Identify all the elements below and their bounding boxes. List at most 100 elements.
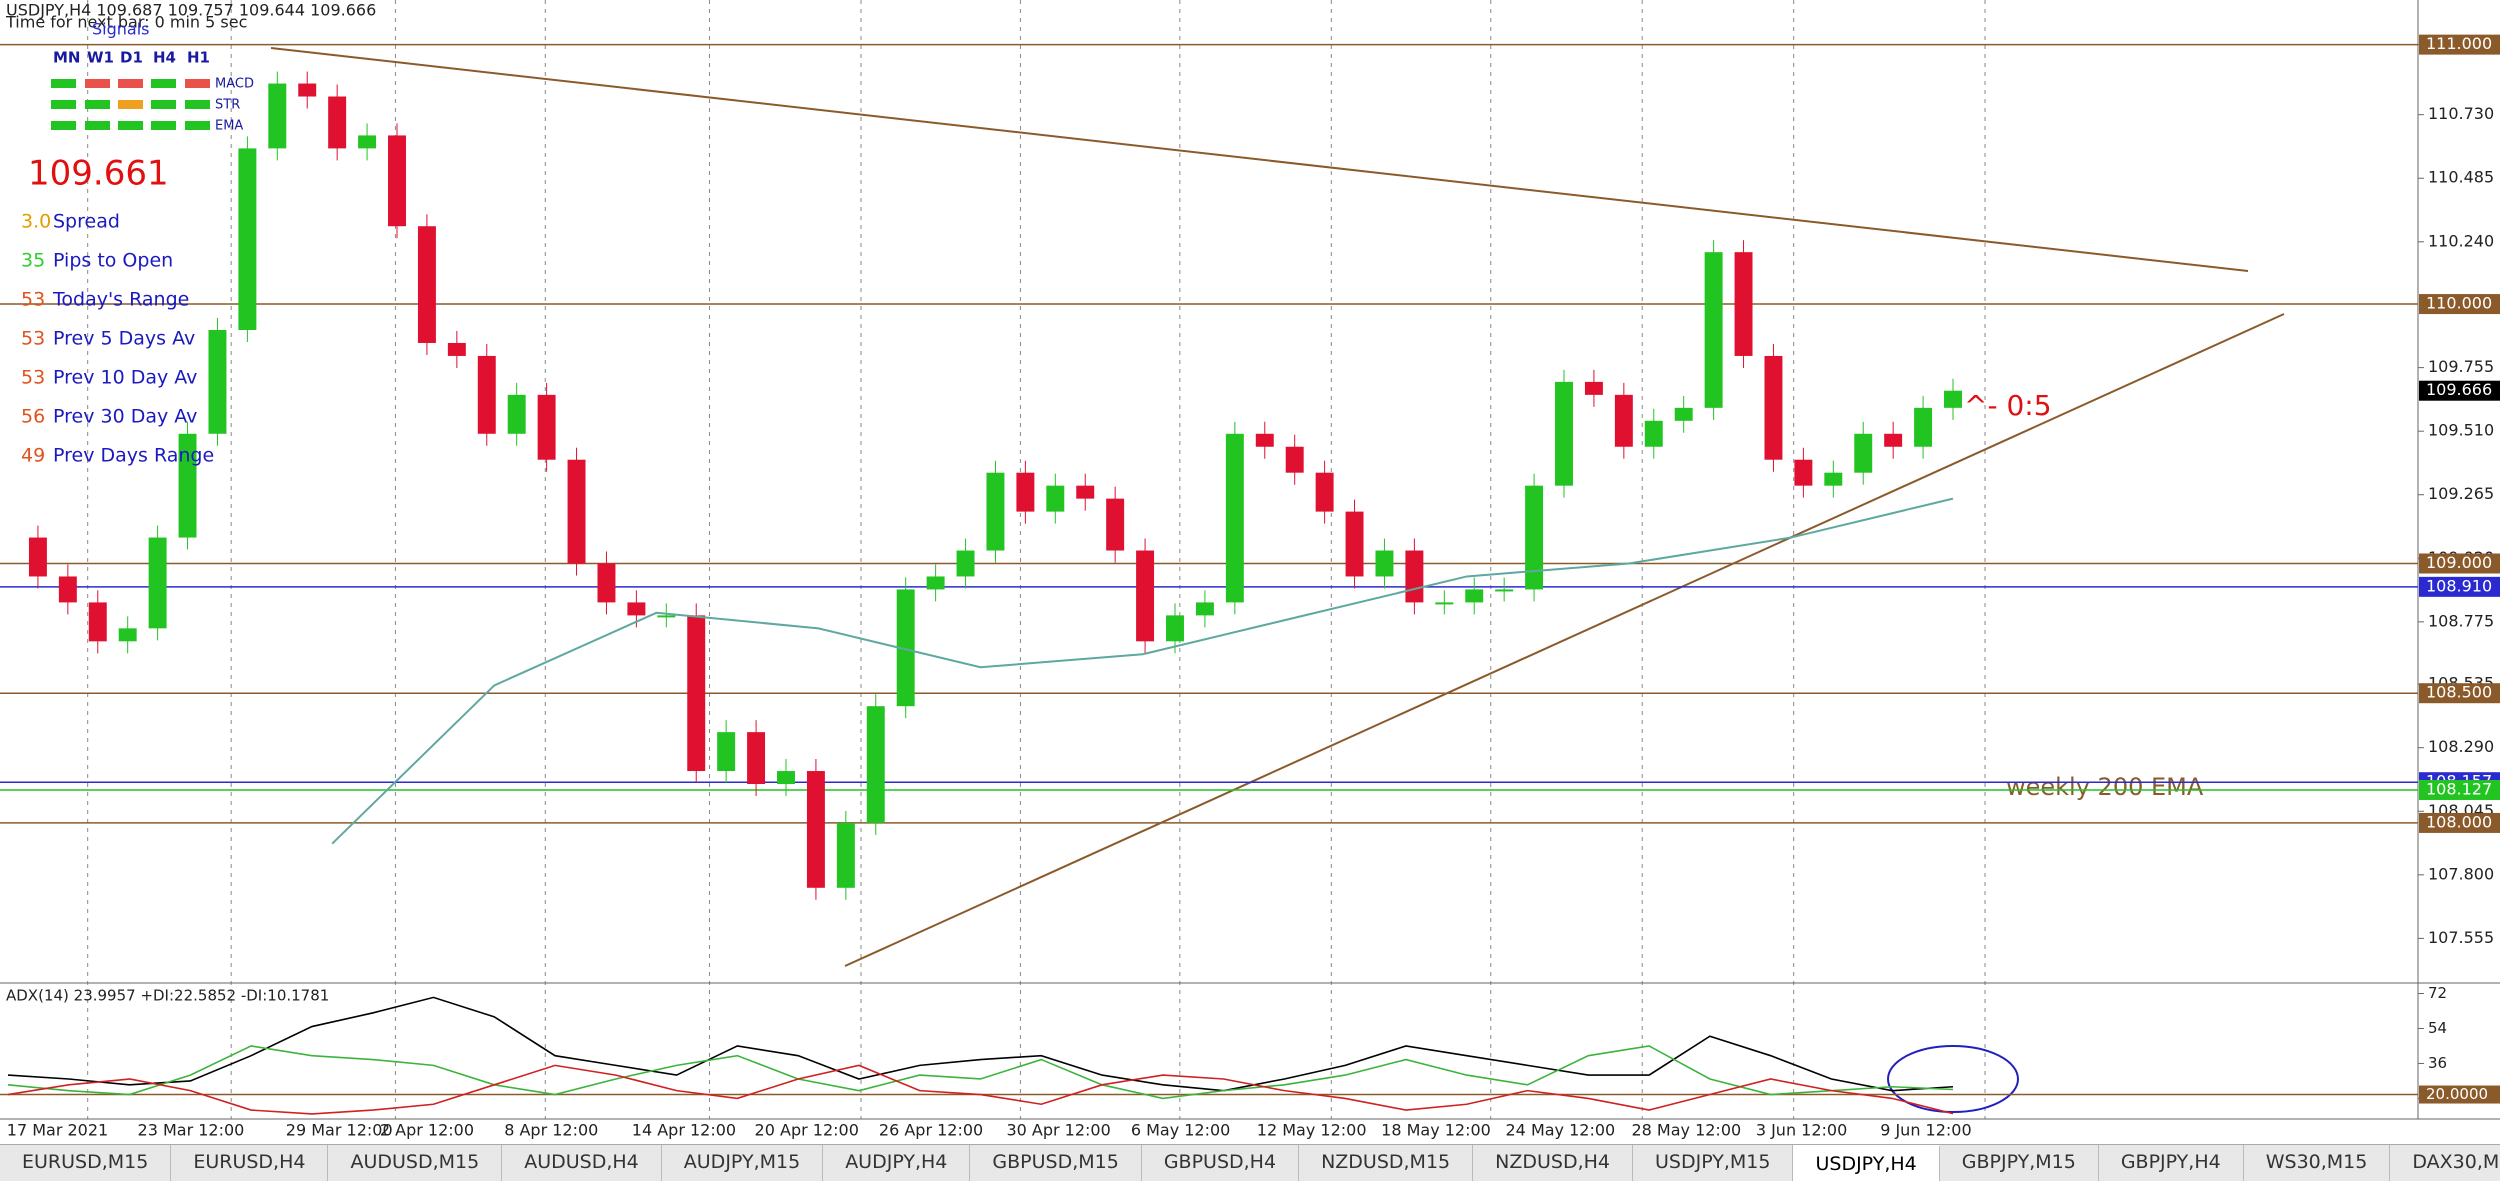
level-label: 111.000 bbox=[2426, 34, 2492, 53]
ema200-line bbox=[331, 497, 1954, 845]
candle-body bbox=[328, 96, 347, 149]
chart-tab[interactable]: GBPUSD,M15 bbox=[970, 1145, 1142, 1181]
adx-title: ADX(14) 23.9957 +DI:22.5852 -DI:10.1781 bbox=[6, 987, 329, 1005]
y-tick-label: 108.775 bbox=[2428, 611, 2494, 630]
level-label: 20.0000 bbox=[2426, 1085, 2488, 1103]
chart-tab[interactable]: GBPUSD,H4 bbox=[1142, 1145, 1300, 1181]
x-tick-label: 29 Mar 12:00 bbox=[286, 1121, 393, 1140]
candle-body bbox=[926, 576, 945, 590]
signal-box bbox=[51, 79, 76, 88]
candle-body bbox=[118, 628, 137, 642]
candle-body bbox=[627, 602, 646, 616]
current-price-box bbox=[2419, 380, 2500, 401]
y-tick-label: 108.290 bbox=[2428, 737, 2494, 756]
x-tick-label: 24 May 12:00 bbox=[1506, 1121, 1616, 1140]
signal-box bbox=[151, 79, 176, 88]
stat-value: 53 bbox=[21, 328, 45, 350]
trendline bbox=[270, 47, 2249, 272]
signal-box bbox=[151, 100, 176, 109]
candle-body bbox=[417, 226, 436, 343]
signal-row-label: MACD bbox=[215, 77, 254, 92]
chart-tab[interactable]: NZDUSD,M15 bbox=[1299, 1145, 1474, 1181]
annotation: weekly 200 EMA bbox=[2006, 773, 2204, 801]
stat-label: Spread bbox=[53, 211, 120, 233]
y-tick-label: 109.755 bbox=[2428, 357, 2494, 376]
candle-body bbox=[447, 342, 466, 356]
stat-label: Prev Days Range bbox=[53, 445, 214, 467]
y-tick-label: 107.800 bbox=[2428, 864, 2494, 883]
x-tick-label: 8 Apr 12:00 bbox=[504, 1121, 598, 1140]
candle-body bbox=[1674, 407, 1693, 421]
chart-tab[interactable]: USDJPY,M15 bbox=[1633, 1145, 1794, 1181]
x-tick-label: 26 Apr 12:00 bbox=[879, 1121, 983, 1140]
x-tick-label: 3 Jun 12:00 bbox=[1756, 1121, 1847, 1140]
candle-body bbox=[1525, 485, 1544, 590]
chart-tab[interactable]: USDJPY,H4 bbox=[1793, 1145, 1940, 1181]
candle-body bbox=[777, 771, 795, 785]
chart-tab[interactable]: WS30,M15 bbox=[2244, 1145, 2391, 1181]
candle-body bbox=[1495, 589, 1514, 592]
chart-tab[interactable]: GBPJPY,H4 bbox=[2099, 1145, 2244, 1181]
candle-body bbox=[1345, 511, 1364, 577]
chart-tab[interactable]: AUDJPY,M15 bbox=[662, 1145, 824, 1181]
candle-body bbox=[1465, 589, 1484, 603]
chart-tab[interactable]: DAX30,M5 bbox=[2390, 1145, 2500, 1181]
candle-body bbox=[956, 550, 975, 577]
candle-body bbox=[1704, 252, 1723, 408]
candle-body bbox=[1584, 381, 1603, 395]
candle-body bbox=[28, 537, 47, 577]
candle-body bbox=[1225, 433, 1244, 603]
signal-box bbox=[85, 121, 110, 130]
indicator-line bbox=[7, 996, 1954, 1092]
signal-box bbox=[185, 121, 210, 130]
chart-tab[interactable]: AUDUSD,H4 bbox=[502, 1145, 662, 1181]
candle-body bbox=[1614, 394, 1633, 447]
candle-body bbox=[88, 602, 107, 642]
chart-tab[interactable]: EURUSD,M15 bbox=[0, 1145, 172, 1181]
signal-box bbox=[51, 100, 76, 109]
signal-box bbox=[51, 121, 76, 130]
candle-body bbox=[717, 732, 736, 772]
stat-value: 3.0 bbox=[21, 211, 51, 233]
candle-body bbox=[208, 330, 227, 434]
timeframe-label: H4 bbox=[153, 49, 176, 67]
candle-body bbox=[1944, 390, 1962, 408]
stat-label: Today's Range bbox=[52, 289, 189, 311]
candle-body bbox=[1136, 550, 1155, 642]
candle-body bbox=[1405, 550, 1424, 603]
chart-tab[interactable]: EURUSD,H4 bbox=[171, 1145, 329, 1181]
stat-label: Prev 10 Day Av bbox=[53, 367, 197, 389]
y-tick-label: 110.730 bbox=[2428, 104, 2494, 123]
candle-body bbox=[597, 563, 616, 603]
signal-box bbox=[85, 100, 110, 109]
candle-body bbox=[747, 732, 766, 785]
candle-body bbox=[1794, 459, 1813, 486]
candle-body bbox=[1824, 472, 1843, 486]
y-tick-label: 110.485 bbox=[2428, 168, 2494, 187]
candle-body bbox=[1285, 446, 1304, 473]
symbol-line: USDJPY,H4 109.687 109.757 109.644 109.66… bbox=[6, 1, 376, 20]
bar-timer: Time for next bar: 0 min 5 sec bbox=[5, 13, 247, 32]
candle-body bbox=[1016, 472, 1035, 512]
chart-tab[interactable]: AUDJPY,H4 bbox=[823, 1145, 971, 1181]
signal-box bbox=[118, 79, 143, 88]
y-tick-label: 72 bbox=[2428, 984, 2447, 1002]
candle-body bbox=[806, 771, 825, 888]
level-box bbox=[2419, 34, 2500, 55]
candle-body bbox=[1106, 498, 1125, 551]
candle-body bbox=[477, 355, 496, 434]
candle-body bbox=[866, 706, 885, 823]
signal-box bbox=[151, 121, 176, 130]
signal-row-label: EMA bbox=[215, 119, 243, 134]
y-tick-label: 109.510 bbox=[2428, 421, 2494, 440]
chart-tab[interactable]: GBPJPY,M15 bbox=[1940, 1145, 2099, 1181]
candle-body bbox=[836, 822, 855, 888]
x-tick-label: 2 Apr 12:00 bbox=[380, 1121, 474, 1140]
chart-tab[interactable]: NZDUSD,H4 bbox=[1473, 1145, 1634, 1181]
level-box bbox=[2419, 779, 2500, 800]
chart: USDJPY,H4 109.687 109.757 109.644 109.66… bbox=[0, 0, 2500, 1140]
chart-tab[interactable]: AUDUSD,M15 bbox=[328, 1145, 503, 1181]
indicator-line bbox=[7, 1064, 1954, 1115]
x-tick-label: 6 May 12:00 bbox=[1131, 1121, 1231, 1140]
level-box bbox=[2419, 576, 2500, 597]
